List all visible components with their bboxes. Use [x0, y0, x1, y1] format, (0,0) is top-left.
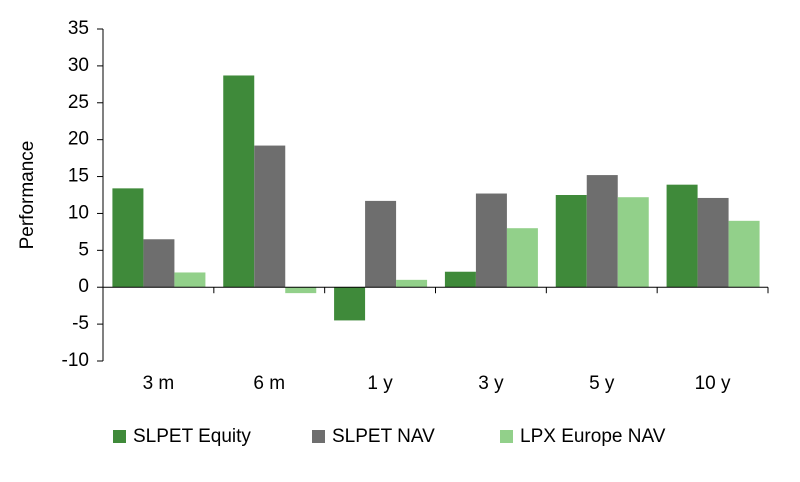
bar	[112, 188, 144, 288]
x-tick-label: 6 m	[253, 373, 285, 394]
bar	[697, 197, 729, 288]
x-tick-label: 3 m	[143, 373, 175, 394]
y-tick-label: 0	[78, 276, 89, 297]
x-tick-label: 3 y	[478, 373, 504, 394]
bar	[365, 200, 397, 288]
y-tick-label: 5	[78, 239, 89, 260]
x-tick-label: 1 y	[367, 373, 393, 394]
bar	[285, 287, 317, 294]
bar	[666, 184, 698, 288]
y-tick-label: 30	[68, 55, 89, 76]
bar	[506, 228, 538, 288]
x-tick-label: 10 y	[695, 373, 731, 394]
legend-swatch	[113, 430, 126, 443]
bar	[396, 279, 428, 288]
bar	[444, 271, 476, 288]
y-tick-label: 25	[68, 92, 89, 113]
y-tick-label: -10	[62, 350, 89, 371]
legend-label: SLPET Equity	[133, 426, 251, 447]
legend-label: LPX Europe NAV	[520, 426, 666, 447]
y-tick-label: 20	[68, 129, 89, 150]
y-tick-label: 35	[68, 18, 89, 39]
bar	[728, 220, 760, 288]
y-tick-label: 10	[68, 202, 89, 223]
bar	[475, 193, 507, 288]
y-tick-label: -5	[72, 313, 89, 334]
x-tick-label: 5 y	[589, 373, 615, 394]
bar	[617, 197, 649, 288]
bar	[174, 272, 206, 288]
bar	[223, 75, 255, 288]
y-axis-label: Performance	[17, 141, 38, 250]
legend-swatch	[312, 430, 325, 443]
bar	[254, 145, 286, 288]
legend-swatch	[500, 430, 513, 443]
legend-label: SLPET NAV	[332, 426, 435, 447]
bar	[143, 239, 175, 288]
bar	[586, 175, 618, 288]
y-tick-label: 15	[68, 166, 89, 187]
bar	[334, 287, 366, 321]
bar	[555, 195, 587, 288]
